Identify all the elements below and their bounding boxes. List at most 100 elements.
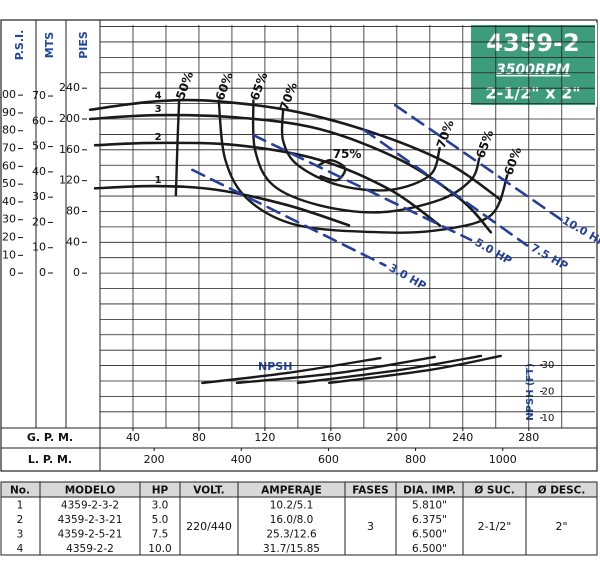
table-cell: 2-1/2": [478, 520, 512, 533]
table-header: FASES: [352, 485, 388, 497]
table-cell: 6.500": [412, 528, 447, 540]
table-cell: 6.375": [412, 514, 447, 526]
x-axis-label: G. P. M.: [27, 431, 73, 444]
head-curve: [93, 184, 351, 227]
x2-axis-label: L. P. M.: [28, 453, 72, 466]
table-header: DIA. IMP.: [403, 485, 456, 497]
hp-label: 7.5 HP: [529, 241, 571, 273]
y-tick-label: 70: [32, 89, 46, 102]
plot-area: [88, 25, 595, 428]
efficiency-label: 65%: [473, 128, 496, 160]
table-header: VOLT.: [193, 485, 224, 497]
table-cell: 3.0: [152, 499, 169, 511]
efficiency-curve: [251, 99, 481, 214]
npsh-curve: [235, 355, 436, 385]
y-tick-label: 40: [66, 235, 80, 248]
y-tick-label: 0: [9, 266, 16, 279]
x-tick-label: 80: [192, 431, 206, 444]
table-header: Ø DESC.: [538, 485, 586, 497]
npsh-curve: [296, 354, 483, 385]
y-tick-label: 80: [2, 124, 16, 137]
efficiency-curve: [217, 99, 509, 234]
x2-tick-label: 800: [405, 453, 426, 466]
y-tick-label: 100: [0, 88, 16, 101]
table-cell: 4359-2-5-21: [58, 528, 123, 540]
x-tick-label: 280: [518, 431, 539, 444]
npsh-curve: [328, 354, 502, 385]
table-cell: 1: [17, 499, 24, 511]
x-tick-label: 120: [254, 431, 275, 444]
efficiency-curve: [174, 98, 181, 197]
npsh-label: NPSH: [258, 360, 292, 373]
title-background: [469, 23, 597, 107]
title-box: 4359-2 3500RPM 2-1/2" x 2": [469, 23, 597, 107]
table-cell: 220/440: [186, 520, 232, 533]
y-tick-label: 20: [2, 231, 16, 244]
y-tick-label: 160: [59, 143, 80, 156]
table-cell: 10.0: [148, 543, 171, 555]
y-tick-label: 0: [39, 266, 46, 279]
y-tick-label: 50: [2, 177, 16, 190]
y-tick-label: 60: [32, 114, 46, 127]
head-curve: [88, 98, 503, 202]
npsh-tick-label: 20: [542, 386, 555, 397]
npsh-axis-label: NPSH (FT): [525, 363, 536, 421]
table-cell: 3: [17, 528, 24, 540]
table-header: HP: [152, 485, 169, 497]
x-tick-label: 160: [320, 431, 341, 444]
chart-subtitle: 3500RPM: [496, 62, 570, 78]
y-tick-label: 90: [2, 106, 16, 119]
curve-label: 1: [155, 175, 162, 186]
y-tick-label: 10: [2, 248, 16, 261]
x2-tick-label: 600: [318, 453, 339, 466]
table-cell: 6.500": [412, 543, 447, 555]
hp-label: 3.0 HP: [387, 261, 429, 293]
table-cell: 4359-2-3-21: [58, 514, 123, 526]
efficiency-label: 65%: [247, 70, 270, 102]
chart-frame: [0, 19, 598, 472]
y-tick-label: 30: [2, 213, 16, 226]
y-tick-label: 50: [32, 140, 46, 153]
table-header: AMPERAJE: [261, 485, 322, 497]
table-cell: 4359-2-2: [66, 543, 114, 555]
axis-label: PIES: [77, 31, 90, 59]
table-cell: 2": [555, 520, 567, 533]
table-cell: 5.810": [412, 499, 447, 511]
chart-title: 4359-2: [486, 29, 579, 57]
npsh-tick-label: 10: [542, 413, 555, 424]
y-tick-label: 40: [2, 195, 16, 208]
efficiency-curve: [317, 158, 347, 182]
axis-label: P.S.I.: [13, 30, 26, 61]
table-cell: 7.5: [152, 528, 169, 540]
y-tick-label: 120: [59, 174, 80, 187]
efficiency-label: 70%: [277, 80, 300, 112]
table-cell: 31.7/15.85: [263, 543, 320, 555]
table-border: [0, 481, 598, 556]
y-tick-label: 30: [32, 190, 46, 203]
size-label: 2-1/2" x 2": [485, 84, 580, 103]
npsh-curve: [201, 356, 382, 385]
table-cell: 4: [17, 543, 24, 555]
y-tick-label: 40: [32, 165, 46, 178]
table-cell: 25.3/12.6: [266, 528, 317, 540]
y-tick-label: 20: [32, 215, 46, 228]
table-header: Ø SUC.: [474, 485, 514, 497]
x-tick-label: 40: [126, 431, 140, 444]
hp-label: 5.0 HP: [472, 236, 514, 268]
hp-line: [191, 168, 387, 267]
curve-label: 4: [155, 90, 162, 101]
y-tick-label: 60: [2, 159, 16, 172]
hp-line: [393, 103, 564, 222]
y-tick-label: 0: [73, 266, 80, 279]
curve-label: 3: [155, 104, 162, 115]
x2-tick-label: 200: [144, 453, 165, 466]
table-header: MODELO: [65, 485, 116, 497]
hp-line: [362, 128, 529, 247]
y-tick-label: 200: [59, 112, 80, 125]
table-cell: 10.2/5.1: [270, 499, 314, 511]
npsh-tick-label: 30: [542, 360, 555, 371]
x-tick-label: 240: [452, 431, 473, 444]
table-header: No.: [10, 485, 30, 497]
efficiency-label: 75%: [333, 147, 362, 161]
